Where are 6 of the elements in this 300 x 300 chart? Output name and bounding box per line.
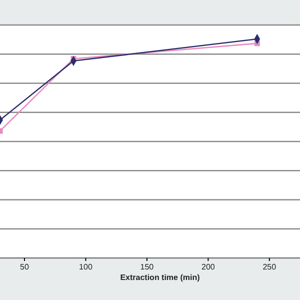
x-tick-label: 250 <box>262 262 277 272</box>
x-tick-label: 150 <box>140 262 154 272</box>
x-tick-label: 100 <box>79 262 93 272</box>
x-tick-label: 200 <box>201 262 216 272</box>
x-tick-label: 50 <box>20 262 30 272</box>
x-axis-title: Extraction time (min) <box>120 273 200 282</box>
